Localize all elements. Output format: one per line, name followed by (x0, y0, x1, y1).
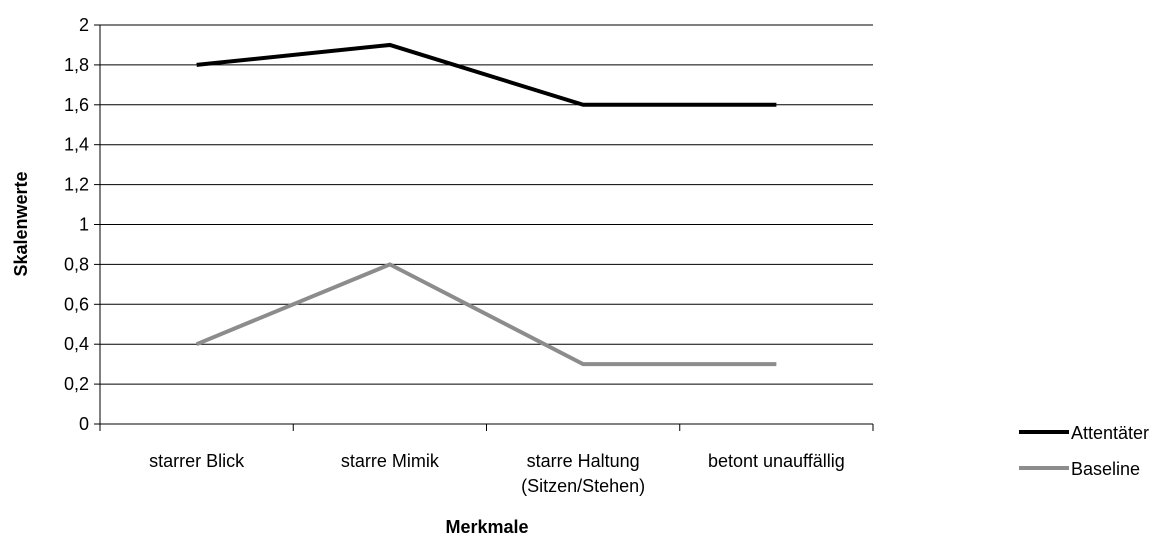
legend: Attentäter Baseline (1019, 423, 1149, 479)
x-tick-label: starrer Blick (149, 451, 245, 471)
axes (94, 24, 874, 431)
y-tick-label: 0,2 (64, 374, 89, 394)
series-line-attent-ter (196, 42, 777, 107)
y-tick-label: 1,2 (64, 175, 89, 195)
x-tick-label-line: starrer Blick (149, 451, 245, 471)
x-tick-label-line: starre Mimik (341, 451, 440, 471)
x-tick-label-line: (Sitzen/Stehen) (521, 476, 645, 496)
y-tick-label: 0,6 (64, 294, 89, 314)
y-tick-label: 1 (79, 215, 89, 235)
y-tick-label: 0 (79, 414, 89, 434)
x-tick-labels: starrer Blick starre Mimik starre Haltung (… (149, 451, 845, 496)
legend-label: Baseline (1071, 459, 1140, 479)
y-tick-label: 0,4 (64, 334, 89, 354)
x-tick-label: starre Mimik (341, 451, 440, 471)
legend-label: Attentäter (1071, 423, 1149, 443)
x-tick-label: betont unauffällig (708, 451, 845, 471)
y-axis-title: Skalenwerte (11, 171, 31, 276)
y-tick-label: 1,4 (64, 135, 89, 155)
series-line-baseline (195, 262, 777, 367)
x-tick-label: starre Haltung (Sitzen/Stehen) (521, 451, 645, 496)
series-lines (195, 42, 777, 367)
y-tick-label: 0,8 (64, 254, 89, 274)
gridlines (100, 24, 873, 385)
y-tick-label: 2 (79, 15, 89, 35)
x-axis-title: Merkmale (445, 517, 528, 537)
y-tick-label: 1,6 (64, 95, 89, 115)
y-tick-label: 1,8 (64, 55, 89, 75)
x-tick-label-line: starre Haltung (527, 451, 640, 471)
x-tick-label-line: betont unauffällig (708, 451, 845, 471)
y-tick-labels: 0 0,2 0,4 0,6 0,8 1 1,2 1,4 1,6 1,8 2 (64, 15, 89, 434)
